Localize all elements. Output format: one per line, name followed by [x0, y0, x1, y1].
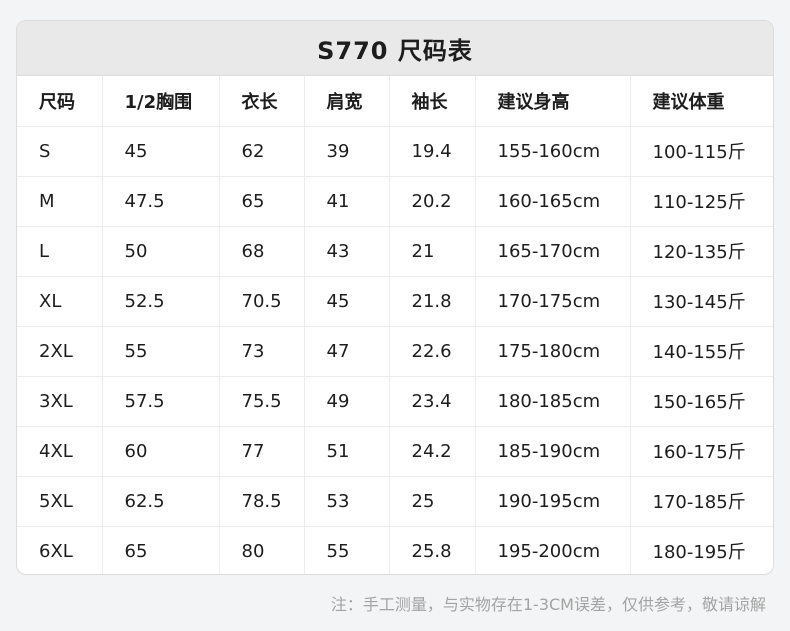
table-cell: 62: [219, 126, 305, 177]
table-cell: 3XL: [17, 376, 103, 427]
table-cell: 175-180cm: [475, 326, 631, 377]
column-header: 建议体重: [630, 76, 773, 127]
size-table: 尺码 1/2胸围 衣长 肩宽 袖长 建议身高 建议体重 S 45 62 39 19.4 155-160c…: [17, 76, 773, 574]
table-cell: 80: [219, 526, 305, 574]
table-cell: 47.5: [102, 176, 220, 227]
table-cell: 75.5: [219, 376, 305, 427]
table-cell: 2XL: [17, 326, 103, 377]
table-cell: 190-195cm: [475, 476, 631, 527]
size-chart-card: S770 尺码表 尺码 1/2胸围 衣长 肩宽 袖长 建议身高 建议体重 S 45 62 39 19.…: [16, 20, 774, 575]
table-cell: 65: [102, 526, 220, 574]
table-cell: M: [17, 176, 103, 227]
table-cell: 150-165斤: [630, 376, 773, 427]
table-cell: 47: [304, 326, 390, 377]
table-cell: 78.5: [219, 476, 305, 527]
table-cell: 57.5: [102, 376, 220, 427]
table-row: S 45 62 39 19.4 155-160cm 100-115斤: [17, 126, 773, 177]
table-cell: 19.4: [389, 126, 476, 177]
table-cell: 20.2: [389, 176, 476, 227]
table-cell: 49: [304, 376, 390, 427]
table-cell: 130-145斤: [630, 276, 773, 327]
table-cell: 70.5: [219, 276, 305, 327]
table-cell: 25.8: [389, 526, 476, 574]
table-row: L 50 68 43 21 165-170cm 120-135斤: [17, 226, 773, 277]
table-cell: 41: [304, 176, 390, 227]
table-cell: 53: [304, 476, 390, 527]
table-cell: 180-185cm: [475, 376, 631, 427]
table-cell: 5XL: [17, 476, 103, 527]
table-cell: 21: [389, 226, 476, 277]
table-cell: 68: [219, 226, 305, 277]
table-cell: 45: [304, 276, 390, 327]
table-cell: 195-200cm: [475, 526, 631, 574]
column-header: 肩宽: [304, 76, 390, 127]
table-cell: S: [17, 126, 103, 177]
table-cell: 170-175cm: [475, 276, 631, 327]
chart-title: S770 尺码表: [17, 21, 773, 76]
table-cell: 180-195斤: [652, 542, 746, 564]
header-row: 尺码 1/2胸围 衣长 肩宽 袖长 建议身高 建议体重: [17, 76, 773, 127]
table-cell: 62.5: [102, 476, 220, 527]
table-row: XL 52.5 70.5 45 21.8 170-175cm 130-145斤: [17, 276, 773, 327]
column-header: 建议身高: [475, 76, 631, 127]
table-cell: 155-160cm: [475, 126, 631, 177]
table-cell: 73: [219, 326, 305, 377]
table-cell: 23.4: [389, 376, 476, 427]
table-cell: 24.2: [389, 426, 476, 477]
table-cell: 55: [102, 326, 220, 377]
column-header: 1/2胸围: [102, 76, 220, 127]
table-cell: 185-190cm: [475, 426, 631, 477]
table-cell: 52.5: [102, 276, 220, 327]
table-cell: 60: [102, 426, 220, 477]
table-row: 3XL 57.5 75.5 49 23.4 180-185cm 150-165斤: [17, 376, 773, 427]
table-cell: 140-155斤: [630, 326, 773, 377]
table-cell: 65: [219, 176, 305, 227]
table-row: 4XL 60 77 51 24.2 185-190cm 160-175斤: [17, 426, 773, 477]
table-cell: 22.6: [389, 326, 476, 377]
table-cell: 120-135斤: [630, 226, 773, 277]
table-cell: 51: [304, 426, 390, 477]
table-cell: 110-125斤: [630, 176, 773, 227]
table-row: 6XL 65 80 55 25.8 195-200cm 180-195斤: [17, 526, 773, 574]
table-cell: 165-170cm: [475, 226, 631, 277]
table-cell: 45: [102, 126, 220, 177]
table-cell: 160-175斤: [630, 426, 773, 477]
table-cell: L: [17, 226, 103, 277]
table-cell: 21.8: [389, 276, 476, 327]
table-cell: 39: [304, 126, 390, 177]
table-cell: XL: [17, 276, 103, 327]
table-cell: 4XL: [17, 426, 103, 477]
table-cell: 77: [219, 426, 305, 477]
column-header: 衣长: [219, 76, 305, 127]
table-cell: 170-185斤: [630, 476, 773, 527]
column-header: 尺码: [17, 76, 103, 127]
table-row: M 47.5 65 41 20.2 160-165cm 110-125斤: [17, 176, 773, 227]
table-cell: 100-115斤: [630, 126, 773, 177]
table-cell: 160-165cm: [475, 176, 631, 227]
measurement-note: 注：手工测量，与实物存在1-3CM误差，仅供参考，敬请谅解: [330, 595, 766, 614]
table-cell: 25: [389, 476, 476, 527]
table-row: 2XL 55 73 47 22.6 175-180cm 140-155斤: [17, 326, 773, 377]
table-cell: 55: [304, 526, 390, 574]
column-header: 袖长: [389, 76, 476, 127]
table-cell: 6XL: [17, 526, 103, 574]
table-row: 5XL 62.5 78.5 53 25 190-195cm 170-185斤: [17, 476, 773, 527]
table-cell: 43: [304, 226, 390, 277]
table-cell: 50: [102, 226, 220, 277]
